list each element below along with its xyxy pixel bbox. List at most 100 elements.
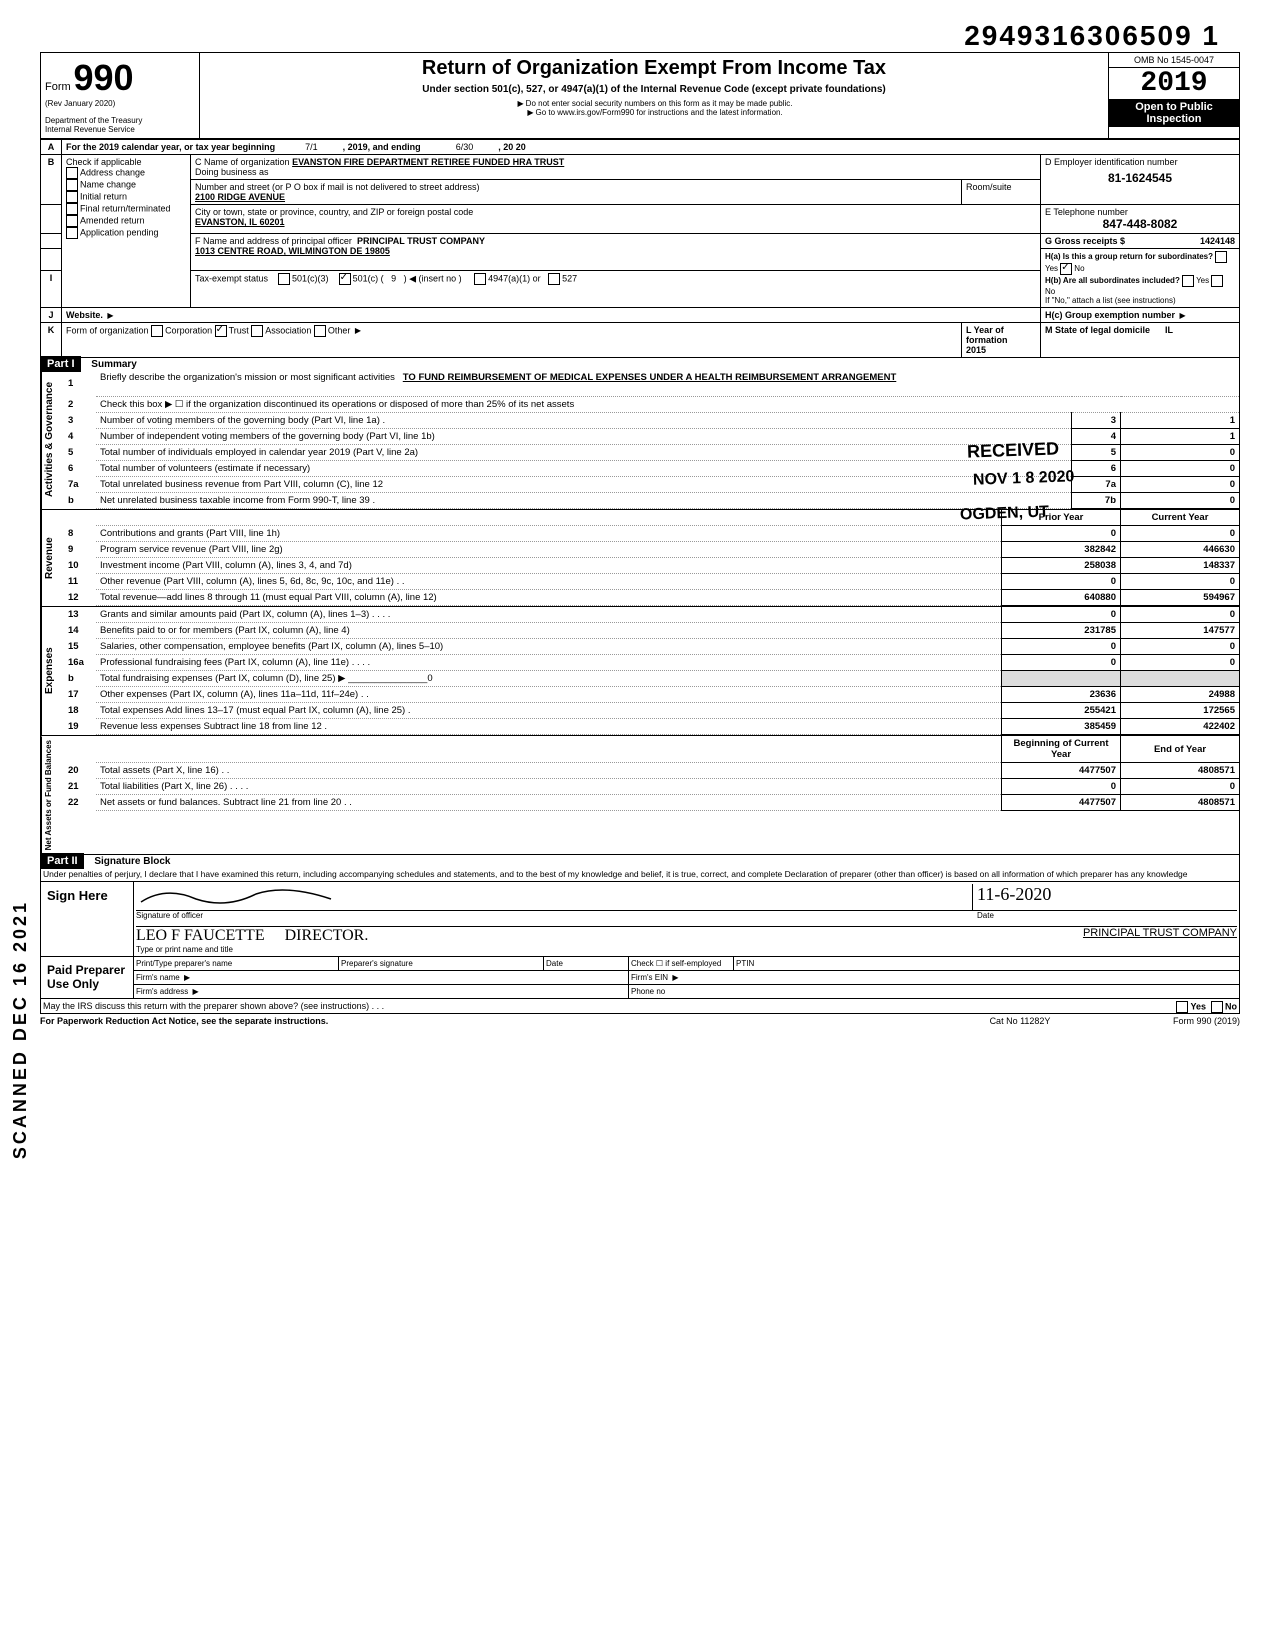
l4-val: 1 — [1121, 429, 1240, 445]
end-val: 0 — [1121, 779, 1240, 795]
net-label: Net Assets or Fund Balances — [41, 736, 64, 854]
line-text: Other expenses (Part IX, column (A), lin… — [96, 687, 1002, 703]
l7b-val: 0 — [1121, 493, 1240, 509]
sn5: 5 — [1072, 445, 1121, 461]
line-text: Net assets or fund balances. Subtract li… — [96, 795, 1002, 811]
yes-label: Yes — [1045, 264, 1058, 273]
amended-checkbox[interactable] — [66, 215, 78, 227]
line-num: 13 — [64, 607, 96, 623]
prior-val: 0 — [1002, 639, 1121, 655]
sig-date-value: 11-6-2020 — [977, 884, 1051, 904]
officer-addr: 1013 CENTRE ROAD, WILMINGTON DE 19805 — [195, 246, 390, 256]
k-label: Form of organization — [66, 325, 149, 335]
line-num: b — [64, 671, 96, 687]
received-stamp: RECEIVED — [967, 438, 1060, 462]
discuss-no-checkbox[interactable] — [1211, 1001, 1223, 1013]
sn6: 6 — [1072, 461, 1121, 477]
firm-name-label: Firm's name — [136, 973, 180, 982]
initial-return-checkbox[interactable] — [66, 191, 78, 203]
paid-preparer: Paid Preparer Use Only — [41, 957, 134, 998]
4947-checkbox[interactable] — [474, 273, 486, 285]
b-opt-2: Initial return — [80, 191, 127, 201]
state-domicile: IL — [1165, 325, 1173, 335]
line-num: 9 — [64, 542, 96, 558]
discuss-yes-checkbox[interactable] — [1176, 1001, 1188, 1013]
line-text: Investment income (Part VIII, column (A)… — [96, 558, 1002, 574]
name-title-label: Type or print name and title — [136, 945, 1237, 954]
ha-yes-checkbox[interactable] — [1215, 251, 1227, 263]
current-val: 24988 — [1121, 687, 1240, 703]
501c3-checkbox[interactable] — [278, 273, 290, 285]
line-text: Total expenses Add lines 13–17 (must equ… — [96, 703, 1002, 719]
l6-val: 0 — [1121, 461, 1240, 477]
k-assoc: Association — [265, 325, 311, 335]
l6-text: Total number of volunteers (estimate if … — [96, 461, 1072, 477]
b-opt-4: Amended return — [80, 215, 145, 225]
current-val: 594967 — [1121, 590, 1240, 606]
501c-checkbox[interactable] — [339, 273, 351, 285]
app-pending-checkbox[interactable] — [66, 227, 78, 239]
c-label: C Name of organization — [195, 157, 290, 167]
corp-checkbox[interactable] — [151, 325, 163, 337]
sig-officer-label: Signature of officer — [136, 911, 973, 920]
prior-val: 23636 — [1002, 687, 1121, 703]
yes-label2: Yes — [1196, 276, 1209, 285]
assoc-checkbox[interactable] — [251, 325, 263, 337]
omb-number: OMB No 1545-0047 — [1109, 53, 1239, 68]
discuss-yes: Yes — [1190, 1002, 1206, 1012]
ogden-stamp: OGDEN, UT — [960, 503, 1049, 524]
sn7a: 7a — [1072, 477, 1121, 493]
b-label: Check if applicable — [66, 157, 186, 167]
www-note: Go to www.irs.gov/Form990 for instructio… — [535, 108, 782, 117]
ein-value: 81-1624545 — [1045, 171, 1235, 185]
current-year-header: Current Year — [1121, 510, 1240, 526]
hb-yes-checkbox[interactable] — [1182, 275, 1194, 287]
phone-label: Phone no — [629, 985, 1240, 999]
i-label: Tax-exempt status — [195, 273, 268, 283]
scanned-stamp: SCANNED DEC 16 2021 — [10, 900, 31, 1159]
open-public-1: Open to Public — [1111, 101, 1237, 113]
current-val: 0 — [1121, 574, 1240, 590]
line-text: Other revenue (Part VIII, column (A), li… — [96, 574, 1002, 590]
h-note: If "No," attach a list (see instructions… — [1045, 296, 1176, 305]
sn4: 4 — [1072, 429, 1121, 445]
exp-label: Expenses — [41, 607, 64, 735]
i-a1: 4947(a)(1) or — [488, 273, 541, 283]
b-opt-1: Name change — [80, 179, 136, 189]
discuss-no: No — [1225, 1002, 1237, 1012]
no-label: No — [1074, 264, 1084, 273]
other-checkbox[interactable] — [314, 325, 326, 337]
line-text: Total liabilities (Part X, line 26) . . … — [96, 779, 1002, 795]
document-id: 2949316306509 1 — [40, 20, 1240, 52]
mission-text: TO FUND REIMBURSEMENT OF MEDICAL EXPENSE… — [403, 372, 897, 383]
line-text: Total fundraising expenses (Part IX, col… — [96, 671, 1002, 687]
name-change-checkbox[interactable] — [66, 179, 78, 191]
line-num: 10 — [64, 558, 96, 574]
officer-company: PRINCIPAL TRUST COMPANY — [977, 927, 1237, 945]
org-name: EVANSTON FIRE DEPARTMENT RETIREE FUNDED … — [292, 157, 564, 167]
officer-name: PRINCIPAL TRUST COMPANY — [357, 236, 485, 246]
no-label2: No — [1045, 287, 1055, 296]
final-return-checkbox[interactable] — [66, 203, 78, 215]
i-c3: 501(c)(3) — [292, 273, 329, 283]
line-num: 8 — [64, 526, 96, 542]
prior-val: 385459 — [1002, 719, 1121, 735]
line-num: 22 — [64, 795, 96, 811]
line-num: 21 — [64, 779, 96, 795]
line-text: Total revenue—add lines 8 through 11 (mu… — [96, 590, 1002, 606]
addr-change-checkbox[interactable] — [66, 167, 78, 179]
trust-checkbox[interactable] — [215, 325, 227, 337]
prior-val: 255421 — [1002, 703, 1121, 719]
cat-no: Cat No 11282Y — [920, 1016, 1120, 1026]
current-val: 422402 — [1121, 719, 1240, 735]
ha-no-checkbox[interactable] — [1060, 263, 1072, 275]
current-val: 0 — [1121, 526, 1240, 542]
begin-val: 4477507 — [1002, 795, 1121, 811]
hb-no-checkbox[interactable] — [1211, 275, 1223, 287]
self-emp-label: Check ☐ if self-employed — [629, 957, 734, 971]
527-checkbox[interactable] — [548, 273, 560, 285]
officer-title: DIRECTOR. — [285, 927, 369, 944]
l7a-val: 0 — [1121, 477, 1240, 493]
line-text: Revenue less expenses Subtract line 18 f… — [96, 719, 1002, 735]
k-corp: Corporation — [165, 325, 212, 335]
